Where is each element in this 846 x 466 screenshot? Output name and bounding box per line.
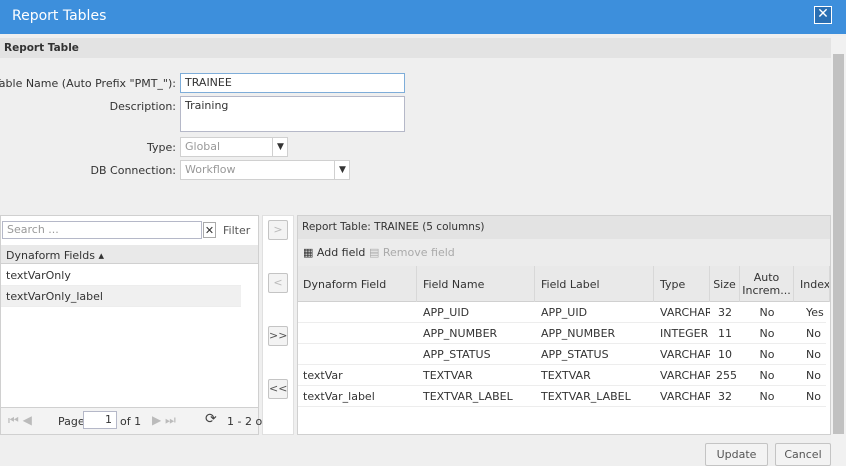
form-label: DB Connection: bbox=[90, 164, 176, 177]
select[interactable]: Global bbox=[180, 137, 288, 157]
table-cell: VARCHAR bbox=[660, 348, 710, 361]
table-cell: APP_NUMBER bbox=[423, 327, 498, 340]
column-header[interactable]: Index bbox=[794, 266, 830, 302]
footer-button[interactable]: Update bbox=[705, 443, 768, 466]
table-cell: VARCHAR bbox=[660, 369, 710, 382]
table-row bbox=[298, 302, 826, 323]
search-input[interactable]: Search ... bbox=[2, 221, 202, 239]
dialog-title: Report Tables bbox=[12, 8, 107, 24]
table-cell: 32 bbox=[718, 390, 732, 403]
table-cell: textVar bbox=[303, 369, 343, 382]
column-header[interactable]: Size bbox=[710, 266, 740, 302]
move-button[interactable]: << bbox=[268, 379, 288, 399]
clear-search[interactable]: ✕ bbox=[203, 222, 216, 238]
table-cell: No bbox=[806, 327, 821, 340]
move-button[interactable]: < bbox=[268, 273, 288, 293]
table-cell: Yes bbox=[806, 306, 824, 319]
table-cell: VARCHAR bbox=[660, 306, 710, 319]
table-cell: TEXTVAR_LABEL bbox=[541, 390, 631, 403]
list-row[interactable]: textVarOnly_label bbox=[1, 286, 241, 307]
column-header[interactable]: Field Label bbox=[535, 266, 654, 302]
table-cell: 11 bbox=[718, 327, 732, 340]
table-cell: 255 bbox=[716, 369, 737, 382]
table-cell: No bbox=[806, 390, 821, 403]
footer-button[interactable]: Cancel bbox=[775, 443, 831, 466]
table-cell: INTEGER bbox=[660, 327, 709, 340]
close-button[interactable]: ✕ bbox=[814, 6, 832, 24]
remove-field[interactable]: ▤ Remove field bbox=[369, 246, 455, 259]
table-cell: No bbox=[806, 348, 821, 361]
move-button[interactable]: > bbox=[268, 220, 288, 240]
move-panel bbox=[262, 215, 294, 435]
list-row[interactable]: textVarOnly bbox=[1, 265, 241, 286]
form-label: Table Name (Auto Prefix "PMT_"): bbox=[0, 77, 176, 90]
table-cell: No bbox=[759, 369, 775, 382]
table-cell: TEXTVAR bbox=[541, 369, 591, 382]
table-cell: No bbox=[759, 306, 775, 319]
column-header-row bbox=[298, 266, 830, 302]
table-cell: APP_UID bbox=[423, 306, 470, 319]
table-row bbox=[298, 386, 826, 407]
toolbar bbox=[298, 239, 830, 266]
table-cell: APP_STATUS bbox=[541, 348, 609, 361]
paging-first-prev[interactable]: ⏮ ◀ bbox=[8, 413, 32, 427]
refresh[interactable]: ⟳ bbox=[205, 411, 217, 427]
column-label[interactable]: Dynaform Fields bbox=[6, 249, 95, 262]
table-cell: VARCHAR bbox=[660, 390, 710, 403]
table-cell: No bbox=[759, 327, 775, 340]
table-cell: TEXTVAR bbox=[423, 369, 473, 382]
table-row bbox=[298, 365, 826, 386]
add-field-label[interactable]: Add field bbox=[316, 246, 366, 259]
right-grid-title: Report Table: TRAINEE (5 columns) bbox=[298, 216, 830, 239]
scrollbar[interactable] bbox=[831, 36, 846, 466]
column-header[interactable]: Auto Increm... bbox=[740, 266, 794, 302]
table-cell: No bbox=[759, 348, 775, 361]
table-row bbox=[298, 344, 826, 365]
table-cell: No bbox=[806, 369, 821, 382]
text-input[interactable]: Training bbox=[180, 96, 405, 132]
form-label: Description: bbox=[109, 100, 176, 113]
paging-summary: 1 - 2 of bbox=[227, 415, 267, 428]
table-cell: APP_NUMBER bbox=[541, 327, 616, 340]
paging-bar bbox=[1, 407, 258, 434]
paging-next-last[interactable]: ▶ ⏭ bbox=[152, 413, 176, 427]
table-row bbox=[298, 323, 826, 344]
page-input[interactable]: 1 bbox=[83, 411, 117, 429]
column-header[interactable]: Dynaform Field bbox=[297, 266, 417, 302]
page-of: of 1 bbox=[120, 415, 142, 428]
select[interactable]: Workflow bbox=[180, 160, 350, 180]
select-arrow[interactable]: ▼ bbox=[272, 137, 288, 157]
table-cell: textVar_label bbox=[303, 390, 375, 403]
section-header: Report Table bbox=[0, 38, 831, 58]
table-cell: APP_STATUS bbox=[423, 348, 491, 361]
title-bar bbox=[0, 0, 846, 34]
form-label: Type: bbox=[147, 141, 176, 154]
table-cell: APP_UID bbox=[541, 306, 588, 319]
table-cell: 10 bbox=[718, 348, 732, 361]
column-header[interactable]: Type bbox=[654, 266, 710, 302]
table-cell: No bbox=[759, 390, 775, 403]
remove-field-label[interactable]: Remove field bbox=[382, 246, 455, 259]
move-button[interactable]: >> bbox=[268, 326, 288, 346]
text-input[interactable]: TRAINEE bbox=[180, 73, 405, 93]
filter-label[interactable]: Filter bbox=[223, 224, 251, 237]
add-field[interactable]: ▦ Add field bbox=[303, 246, 366, 259]
table-cell: TEXTVAR_LABEL bbox=[423, 390, 513, 403]
select-arrow[interactable]: ▼ bbox=[334, 160, 350, 180]
page-label: Page bbox=[58, 415, 85, 428]
column-header[interactable]: Field Name bbox=[417, 266, 535, 302]
table-cell: 32 bbox=[718, 306, 732, 319]
column-header[interactable] bbox=[1, 245, 258, 264]
column-header-text[interactable]: Dynaform Fields ▴ bbox=[6, 249, 104, 262]
